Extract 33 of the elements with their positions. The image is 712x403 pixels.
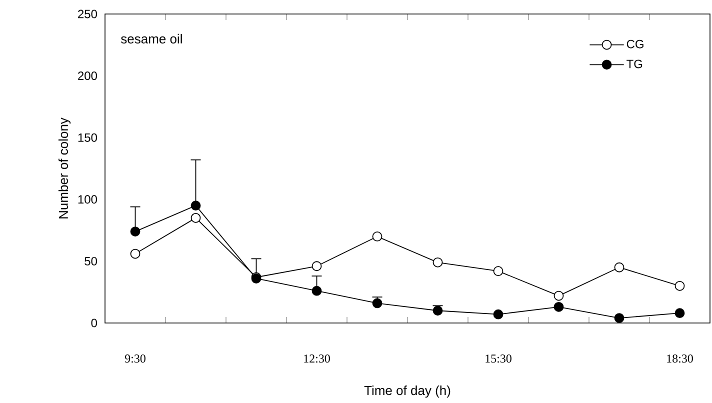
- point: [554, 302, 564, 312]
- point: [554, 290, 564, 301]
- point: [372, 232, 382, 242]
- point: [614, 262, 624, 272]
- y-tick-label: 0: [91, 318, 98, 328]
- x-axis-title: Time of day (h): [364, 386, 450, 398]
- y-tick-label: 50: [84, 256, 98, 266]
- annotation: sesame oil: [121, 34, 182, 44]
- legend-label: TG: [626, 60, 642, 68]
- y-tick-label: 250: [78, 10, 98, 18]
- point: [190, 200, 201, 211]
- point: [372, 298, 382, 308]
- x-tick-label: 12:30: [304, 354, 330, 363]
- x-tick-label: 18:30: [667, 354, 693, 363]
- point: [614, 313, 624, 323]
- y-tick-label: 150: [78, 133, 98, 142]
- point: [130, 248, 140, 259]
- point: [674, 280, 685, 291]
- point: [190, 212, 201, 223]
- point: [312, 261, 322, 272]
- point: [432, 257, 443, 268]
- x-tick-label: 9:30: [124, 354, 146, 363]
- point: [493, 266, 504, 276]
- x-tick-label: 15:30: [486, 354, 512, 363]
- point: [130, 226, 140, 236]
- legend-label: CG: [626, 40, 644, 48]
- point: [493, 309, 504, 320]
- y-tick-label: 100: [78, 195, 98, 204]
- point: [674, 308, 685, 318]
- point: [312, 286, 322, 296]
- y-axis-title: Number of colony: [58, 118, 71, 218]
- point: [432, 306, 443, 316]
- y-tick-label: 200: [78, 72, 98, 80]
